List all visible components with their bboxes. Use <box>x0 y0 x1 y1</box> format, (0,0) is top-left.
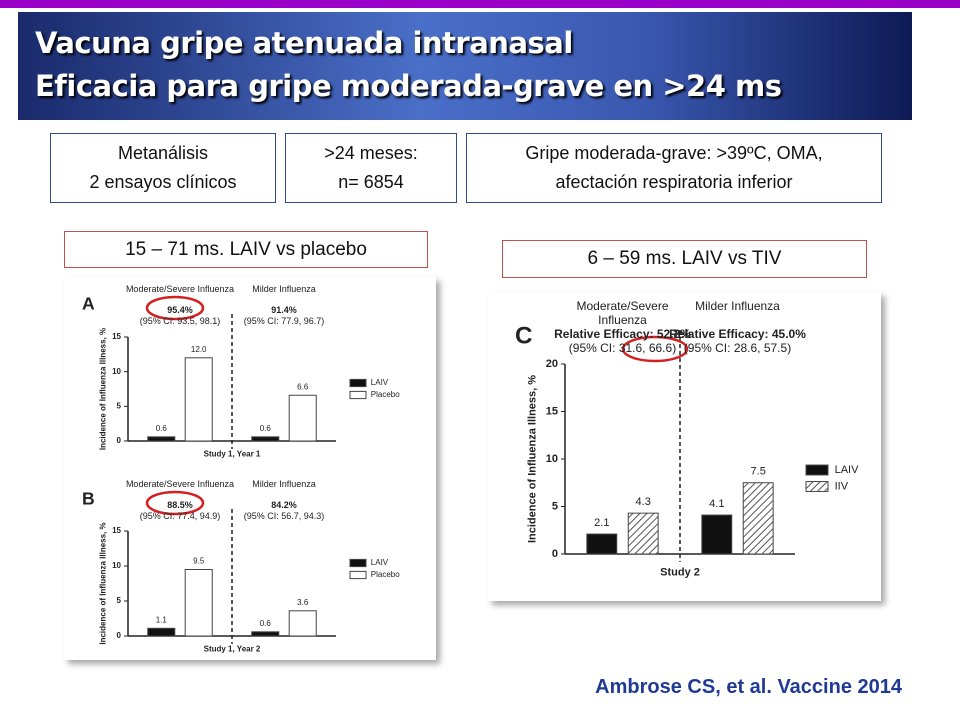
highlight-circle <box>145 295 205 321</box>
bar <box>627 512 659 555</box>
y-tick-label: 10 <box>546 453 558 465</box>
y-tick-label: 0 <box>117 631 122 640</box>
legend-swatch <box>805 481 829 492</box>
x-axis-label: Study 2 <box>660 567 700 579</box>
x-axis-label: Study 1, Year 2 <box>204 645 261 654</box>
bar <box>288 610 317 637</box>
text: 2 ensayos clínicos <box>89 172 237 192</box>
top-bar <box>0 0 960 8</box>
category-label: Moderate/Severe Influenza <box>576 299 669 327</box>
legend-swatch <box>349 570 367 580</box>
panel-label: 15 – 71 ms. LAIV vs placebo <box>64 231 428 268</box>
legend-label: LAIV <box>371 558 389 567</box>
legend-swatch <box>349 558 367 568</box>
category-label: Milder Influenza <box>252 284 316 294</box>
info-box: >24 meses: n= 6854 <box>285 133 457 203</box>
y-tick-label: 5 <box>117 401 122 410</box>
x-axis-label: Study 1, Year 1 <box>204 450 261 459</box>
ci: (95% CI: 93.5, 98.1) <box>139 315 221 326</box>
legend-swatch <box>805 464 829 476</box>
value-label: 4.1 <box>709 498 724 510</box>
text: afectación respiratoria inferior <box>555 172 793 192</box>
efficacy: 95.4% <box>167 305 193 316</box>
info-box: Gripe moderada-grave: >39ºC, OMA, afectac… <box>466 133 882 203</box>
y-tick-label: 20 <box>546 358 558 370</box>
y-tick-label: 0 <box>117 436 122 445</box>
y-tick-label: 15 <box>112 526 121 535</box>
value-label: 0.6 <box>156 424 168 433</box>
y-tick-label: 5 <box>117 596 122 605</box>
bar <box>288 394 317 442</box>
bar <box>184 569 213 637</box>
legend-label: LAIV <box>371 378 389 387</box>
category-label: Moderate/Severe Influenza <box>125 284 235 294</box>
bar <box>251 436 280 442</box>
y-tick-label: 0 <box>552 548 558 560</box>
panel-letter: C <box>515 322 532 349</box>
y-axis-label: Incidence of Influenza Illness, % <box>526 375 538 543</box>
efficacy: Relative Efficacy: 45.0% <box>669 327 806 342</box>
bar <box>742 482 774 555</box>
legend-label: Placebo <box>371 390 400 399</box>
value-label: 1.1 <box>156 615 168 624</box>
ci: (95% CI: 77.4, 94.9) <box>139 510 221 521</box>
category-label: Moderate/Severe Influenza <box>125 479 235 489</box>
value-label: 6.6 <box>297 382 309 391</box>
y-axis-label: Incidence of Influenza Illness, % <box>98 328 107 450</box>
text: >24 meses: <box>324 143 418 163</box>
title: Eficacia para gripe moderada-grave en >2… <box>35 69 782 103</box>
citation: Ambrose CS, et al. Vaccine 2014 <box>595 676 902 698</box>
y-tick-label: 5 <box>552 500 558 512</box>
legend-label: Placebo <box>371 570 400 579</box>
ci: (95% CI: 31.6, 66.6) <box>568 341 677 355</box>
category-label: Milder Influenza <box>695 299 780 313</box>
text: Metanálisis <box>117 143 209 163</box>
value-label: 4.3 <box>636 496 651 508</box>
bar <box>251 631 280 637</box>
y-tick-label: 10 <box>112 561 121 570</box>
value-label: 12.0 <box>191 345 207 354</box>
y-tick-label: 15 <box>112 332 121 341</box>
ci: (95% CI: 56.7, 94.3) <box>243 510 325 521</box>
title-banner: Vacuna gripe atenuada intranasal Eficaci… <box>18 12 912 120</box>
panel-letter: B <box>82 489 95 509</box>
title: Vacuna gripe atenuada intranasal <box>35 26 573 60</box>
bar <box>586 533 618 555</box>
highlight-circle <box>145 490 205 516</box>
y-tick-label: 10 <box>112 367 121 376</box>
efficacy: 91.4% <box>271 305 297 316</box>
efficacy: 84.2% <box>271 500 297 511</box>
panel-letter: A <box>82 294 95 314</box>
efficacy: 88.5% <box>167 500 193 511</box>
y-axis-label: Incidence of Influenza Illness, % <box>98 522 107 644</box>
value-label: 2.1 <box>594 517 609 529</box>
legend-label: IIV <box>835 480 849 492</box>
value-label: 0.6 <box>260 619 272 628</box>
y-tick-label: 15 <box>546 405 558 417</box>
highlight-circle <box>621 335 689 363</box>
text: n= 6854 <box>338 172 404 192</box>
figure-panel <box>64 277 436 660</box>
value-label: 0.6 <box>260 424 272 433</box>
legend-swatch <box>349 390 367 400</box>
bar <box>147 627 176 637</box>
panel-label: 6 – 59 ms. LAIV vs TIV <box>502 240 867 278</box>
bar <box>184 357 213 442</box>
bar <box>147 436 176 442</box>
value-label: 9.5 <box>193 557 205 566</box>
legend-label: LAIV <box>835 464 860 476</box>
bar <box>701 514 733 555</box>
legend-swatch <box>349 378 367 388</box>
text: Gripe moderada-grave: >39ºC, OMA, <box>525 143 823 163</box>
value-label: 3.6 <box>297 598 309 607</box>
efficacy: Relative Efficacy: 52.2% <box>554 327 691 342</box>
category-label: Milder Influenza <box>252 479 316 489</box>
info-box: Metanálisis 2 ensayos clínicos <box>50 133 276 203</box>
ci: (95% CI: 77.9, 96.7) <box>243 315 325 326</box>
value-label: 7.5 <box>751 466 766 478</box>
ci: (95% CI: 28.6, 57.5) <box>683 341 792 355</box>
